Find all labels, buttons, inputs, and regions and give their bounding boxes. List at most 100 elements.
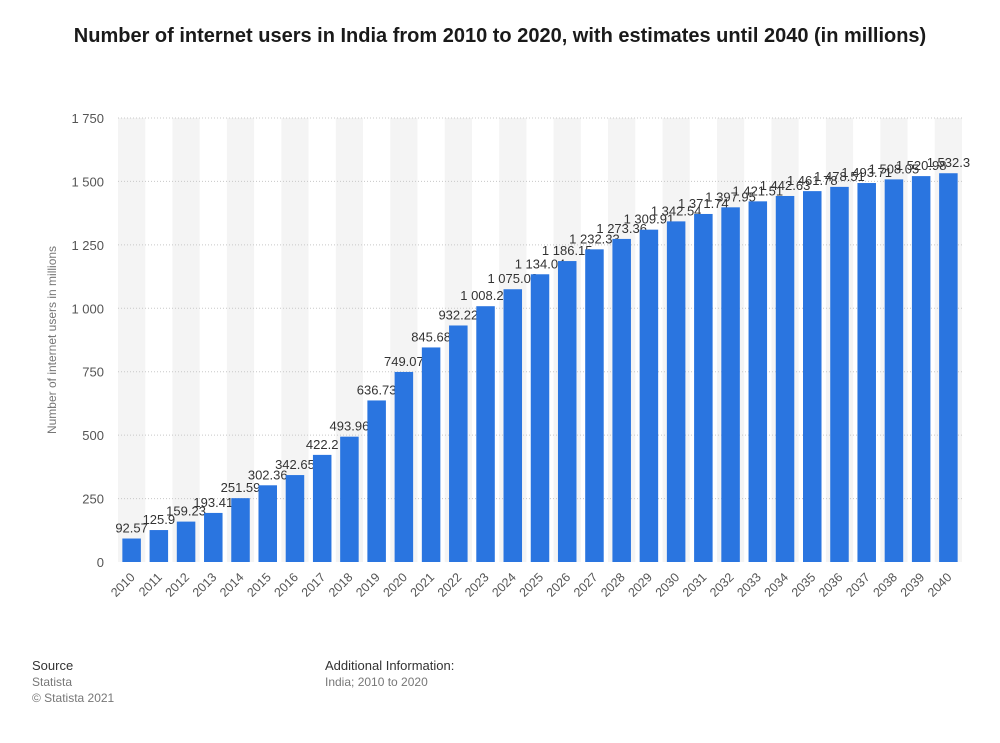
data-label: 749.07: [384, 354, 424, 369]
x-tick-label: 2016: [272, 570, 302, 600]
x-tick-label: 2023: [462, 570, 492, 600]
data-label: 251.59: [221, 480, 261, 495]
y-tick-label: 750: [82, 365, 104, 380]
data-label: 193.41: [193, 495, 233, 510]
bar: [149, 530, 169, 562]
data-label: 1 232.33: [569, 231, 620, 246]
x-tick-label: 2012: [163, 570, 193, 600]
x-tick-label: 2028: [598, 570, 628, 600]
x-tick-label: 2011: [136, 570, 165, 599]
bar: [421, 347, 441, 562]
column-band: [172, 118, 200, 562]
data-label: 1 371.74: [678, 196, 729, 211]
info-text: India; 2010 to 2020: [325, 675, 428, 689]
chart-title: Number of internet users in India from 2…: [73, 25, 927, 47]
bar: [530, 274, 550, 562]
data-label: 342.65: [275, 457, 315, 472]
bar: [694, 213, 713, 562]
x-tick-label: 2013: [190, 570, 220, 600]
x-tick-label: 2018: [326, 570, 356, 600]
bar: [775, 195, 795, 562]
x-tick-label: 2026: [544, 570, 574, 600]
bar: [503, 289, 523, 562]
bar: [204, 512, 223, 562]
bar: [449, 325, 468, 562]
data-label: 1 508.05: [869, 161, 920, 176]
x-tick-label: 2014: [217, 570, 247, 600]
y-axis-title: Number of internet users in millions: [45, 246, 59, 434]
data-label: 1 342.54: [651, 203, 702, 218]
column-band: [118, 118, 146, 562]
x-tick-label: 2034: [762, 570, 792, 600]
x-tick-label: 2025: [517, 570, 547, 600]
y-tick-label: 500: [82, 428, 104, 443]
bar: [939, 173, 958, 563]
x-tick-label: 2029: [625, 570, 655, 600]
x-tick-label: 2040: [925, 570, 955, 600]
bar: [884, 179, 904, 562]
x-tick-label: 2010: [108, 570, 138, 600]
bar: [340, 436, 359, 562]
bar: [231, 498, 250, 562]
data-label: 1 478.51: [814, 169, 865, 184]
x-tick-label: 2017: [299, 570, 329, 600]
y-tick-label: 1 750: [71, 111, 104, 126]
info-heading: Additional Information:: [325, 658, 455, 673]
x-tick-label: 2024: [489, 570, 519, 600]
x-tick-label: 2036: [816, 570, 846, 600]
bar: [176, 521, 196, 562]
data-label: 1 134.04: [515, 256, 566, 271]
bar: [367, 400, 386, 562]
data-label: 1 186.15: [542, 243, 593, 258]
y-tick-label: 1 500: [71, 174, 104, 189]
copyright: © Statista 2021: [32, 691, 115, 705]
bar-chart: 0 250 500 750 1 000 1 250 1 500 1 750 Number of …: [45, 111, 970, 600]
data-label: 1 520.98: [896, 158, 947, 173]
data-label: 159.23: [166, 504, 206, 519]
source-block: Source Statista © Statista 2021: [32, 658, 114, 706]
x-tick-label: 2033: [734, 570, 764, 600]
data-label: 1 532.3: [927, 155, 970, 170]
x-tick-label: 2039: [898, 570, 928, 600]
data-label: 1 442.63: [760, 178, 811, 193]
y-tick-label: 0: [97, 555, 104, 570]
x-tick-label: 2020: [380, 570, 410, 600]
data-label: 125.9: [143, 512, 176, 527]
data-label: 636.73: [357, 382, 397, 397]
data-label: 845.68: [411, 329, 451, 344]
data-label: 92.57: [115, 521, 148, 536]
bar: [258, 485, 277, 562]
bar: [748, 201, 768, 563]
x-tick-label: 2035: [789, 570, 819, 600]
x-tick-label: 2032: [707, 570, 737, 600]
data-label: 1 397.95: [705, 189, 756, 204]
bar: [612, 238, 631, 563]
x-tick-label: 2038: [870, 570, 900, 600]
data-label: 1 273.36: [596, 221, 647, 236]
data-label: 932.22: [438, 307, 478, 322]
data-label: 422.2: [306, 437, 339, 452]
bar: [312, 454, 332, 562]
source-name: Statista: [32, 675, 73, 689]
x-tick-label: 2030: [653, 570, 683, 600]
x-tick-label: 2019: [353, 570, 383, 600]
data-label: 1 493.71: [841, 165, 892, 180]
data-label: 493.96: [330, 419, 370, 434]
y-tick-label: 1 250: [71, 238, 104, 253]
data-label: 1 309.91: [624, 212, 675, 227]
bar: [122, 538, 141, 562]
bar: [911, 176, 931, 562]
x-tick-label: 2037: [843, 570, 873, 600]
bar: [666, 221, 686, 562]
bar: [585, 249, 604, 562]
additional-info-block: Additional Information: India; 2010 to 2…: [325, 658, 454, 690]
bar: [285, 475, 305, 562]
bar: [639, 229, 659, 563]
bar: [857, 183, 876, 563]
y-tick-label: 250: [82, 492, 104, 507]
data-label: 1 421.51: [733, 183, 784, 198]
bar: [721, 207, 740, 562]
data-label: 1 008.21: [460, 288, 511, 303]
bar: [394, 371, 414, 562]
data-label: 1 075.08: [487, 271, 538, 286]
